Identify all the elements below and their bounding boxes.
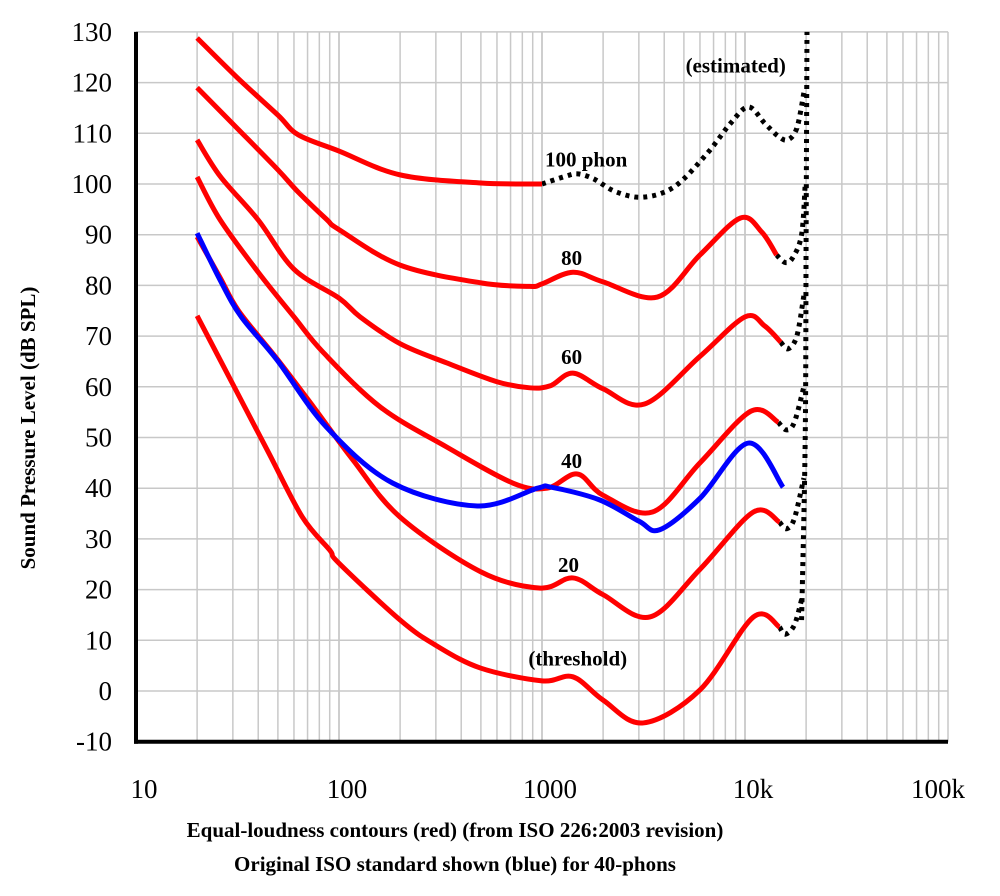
y-tick-label: 120 <box>72 68 113 98</box>
curve-annotation: 60 <box>561 345 582 369</box>
iso2003-contour-curve <box>194 314 782 726</box>
iso2003-contour-curve <box>194 138 783 408</box>
iso2003-contour-curve <box>195 36 543 187</box>
y-tick-label: 130 <box>72 17 113 47</box>
caption-line-2: Original ISO standard shown (blue) for 4… <box>234 852 676 876</box>
y-tick-label: 10 <box>85 625 112 655</box>
y-axis-label: Sound Pressure Level (dB SPL) <box>16 287 40 570</box>
estimated-curve <box>777 599 805 637</box>
original-iso-40-phon-curve <box>194 232 786 534</box>
y-tick-label: 90 <box>85 220 112 250</box>
axes <box>134 31 948 744</box>
curve-annotation: 20 <box>558 553 579 577</box>
y-tick-label: 70 <box>85 321 112 351</box>
iso2003-contour-curve <box>194 235 781 620</box>
x-tick-label: 100 <box>327 774 368 804</box>
estimated-curve <box>541 92 807 200</box>
curve-annotation: 40 <box>561 449 582 473</box>
iso2003-contour-curve <box>195 85 779 301</box>
y-tick-label: 30 <box>85 524 112 554</box>
estimated-curve <box>774 183 808 266</box>
x-tick-label: 10k <box>733 774 774 804</box>
x-tick-label: 100k <box>911 774 966 804</box>
x-tick-label: 1000 <box>523 774 577 804</box>
y-tick-label: 0 <box>99 676 113 706</box>
x-tick-label: 10 <box>131 774 158 804</box>
estimated-curve <box>776 386 807 433</box>
estimated-edge-curve <box>799 31 810 621</box>
curve-annotation: 100 phon <box>545 147 628 171</box>
y-tick-label: 20 <box>85 575 112 605</box>
y-tick-label: 60 <box>85 372 112 402</box>
y-tick-label: 50 <box>85 423 112 453</box>
y-tick-label: 110 <box>73 118 113 148</box>
caption-line-1: Equal-loudness contours (red) (from ISO … <box>186 818 724 842</box>
curves <box>194 31 810 726</box>
y-tick-label: 40 <box>85 473 112 503</box>
y-tick-label: -10 <box>76 727 112 757</box>
y-tick-label: 100 <box>72 169 113 199</box>
y-tick-label: 80 <box>85 270 112 300</box>
iso2003-contour-curve <box>194 175 780 516</box>
curve-annotation: 80 <box>561 246 582 270</box>
curve-annotation: (estimated) <box>686 53 786 77</box>
annotations: (estimated) 100 phon 80 60 40 20 (threshold) <box>528 53 786 670</box>
estimated-curve <box>778 295 807 352</box>
curve-annotation: (threshold) <box>528 647 627 671</box>
